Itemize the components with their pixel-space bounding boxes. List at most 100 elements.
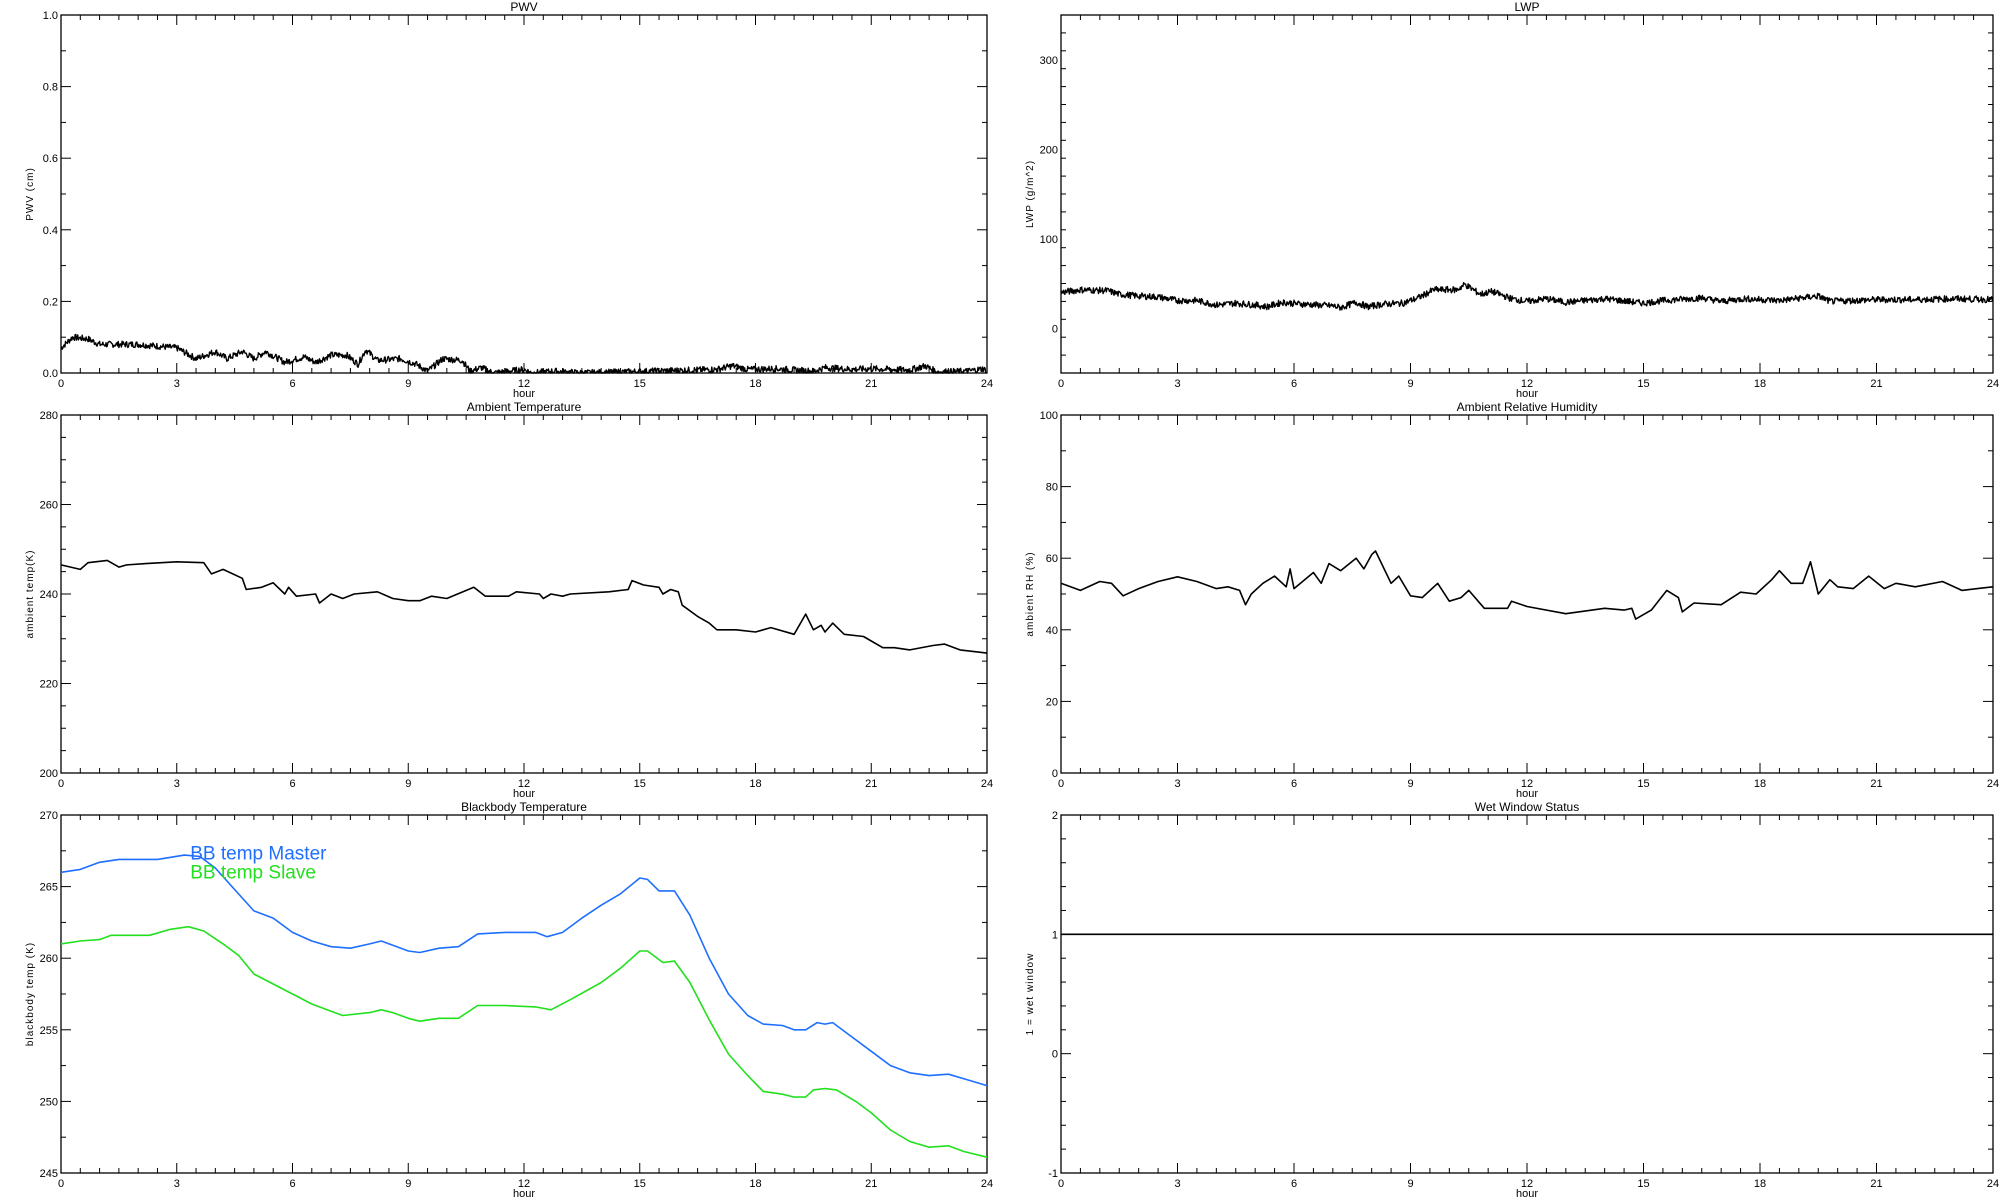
- y-tick-label: 260: [40, 953, 58, 965]
- x-tick-label: 3: [174, 778, 180, 790]
- legend-entry: BB temp Master: [190, 843, 327, 864]
- y-axis-label: 1 = wet window: [1025, 953, 1036, 1036]
- x-tick-label: 15: [1637, 1178, 1649, 1190]
- plot-frame: [1060, 414, 1994, 774]
- chart-pwv: PWV 0 3 6 9 12 15 18 21 24 hour 0.0 0.2 0.4 0.6 0.8 1.0 P…: [25, 0, 993, 400]
- y-tick-label: 0.0: [43, 368, 58, 380]
- y-tick-label: 0.8: [43, 82, 58, 94]
- chart-title: Wet Window Status: [1475, 800, 1579, 814]
- x-axis-label: hour: [513, 1188, 535, 1200]
- chart-lwp: LWP 0 3 6 9 12 15 18 21 24 hour 0 100 200 300 LWP (g/m^…: [1025, 0, 1999, 400]
- y-tick-label: 0: [1052, 1049, 1058, 1061]
- x-tick-label: 0: [1058, 378, 1064, 390]
- x-tick-label: 6: [289, 1178, 295, 1190]
- x-tick-label: 15: [1637, 778, 1649, 790]
- chart-ambient-rh: Ambient Relative Humidity 0 3 6 9 12 15 18 21 24 h…: [1025, 400, 1999, 800]
- series-line-bb-temp-slave: [60, 925, 988, 1158]
- y-tick-label: 0.2: [43, 296, 58, 308]
- y-tick-label: 1.0: [43, 10, 58, 22]
- x-tick-label: 18: [749, 778, 761, 790]
- x-tick-label: 21: [865, 378, 877, 390]
- chart-title: Ambient Relative Humidity: [1457, 400, 1598, 414]
- chart-blackbody-temp: Blackbody Temperature 0 3 6 9 12 15 18 21 24 hour 2…: [25, 800, 993, 1200]
- x-tick-label: 24: [1987, 378, 1999, 390]
- x-tick-label: 9: [1407, 378, 1413, 390]
- x-tick-label: 3: [1174, 1178, 1180, 1190]
- chart-title: LWP: [1514, 0, 1539, 14]
- x-tick-label: 3: [1174, 778, 1180, 790]
- x-tick-label: 0: [58, 1178, 64, 1190]
- x-tick-label: 0: [58, 378, 64, 390]
- y-tick-label: 255: [40, 1025, 58, 1037]
- x-tick-label: 0: [58, 778, 64, 790]
- x-axis-label: hour: [1516, 388, 1538, 400]
- y-tick-label: 260: [40, 500, 58, 512]
- x-tick-label: 6: [1291, 778, 1297, 790]
- y-tick-label: 265: [40, 882, 58, 894]
- x-tick-label: 24: [1987, 1178, 1999, 1190]
- y-tick-label: 100: [1040, 410, 1058, 422]
- y-tick-label: 240: [40, 589, 58, 601]
- y-tick-label: 270: [40, 810, 58, 822]
- x-tick-label: 9: [1407, 1178, 1413, 1190]
- chart-title: Ambient Temperature: [467, 400, 582, 414]
- y-tick-label: 100: [1040, 234, 1058, 246]
- y-tick-label: 200: [40, 768, 58, 780]
- plot-frame: [1060, 814, 1994, 1174]
- x-tick-label: 12: [1521, 778, 1533, 790]
- x-tick-label: 15: [634, 778, 646, 790]
- x-tick-label: 15: [634, 1178, 646, 1190]
- x-axis-label: hour: [1516, 1188, 1538, 1200]
- series-line: [60, 333, 987, 374]
- y-axis-label: LWP (g/m^2): [1025, 160, 1036, 228]
- x-tick-label: 21: [1870, 378, 1882, 390]
- y-tick-label: 2: [1052, 810, 1058, 822]
- x-tick-label: 3: [174, 378, 180, 390]
- plot-frame: [60, 414, 988, 774]
- y-tick-label: 60: [1046, 553, 1058, 565]
- x-tick-label: 9: [405, 1178, 411, 1190]
- y-tick-label: 250: [40, 1096, 58, 1108]
- x-tick-label: 24: [981, 1178, 993, 1190]
- legend-entry: BB temp Slave: [190, 863, 316, 884]
- x-tick-label: 24: [981, 378, 993, 390]
- x-tick-label: 12: [1521, 1178, 1533, 1190]
- x-tick-label: 18: [1754, 378, 1766, 390]
- y-axis-label: ambient RH (%): [1025, 551, 1036, 636]
- x-tick-label: 21: [1870, 778, 1882, 790]
- y-tick-label: 300: [1040, 55, 1058, 67]
- y-tick-label: 80: [1046, 482, 1058, 494]
- x-tick-label: 12: [1521, 378, 1533, 390]
- x-tick-label: 18: [749, 378, 761, 390]
- y-tick-label: 40: [1046, 625, 1058, 637]
- y-tick-label: 245: [40, 1168, 58, 1180]
- x-tick-label: 18: [1754, 1178, 1766, 1190]
- y-tick-label: 200: [1040, 144, 1058, 156]
- x-tick-label: 24: [981, 778, 993, 790]
- y-tick-label: -1: [1048, 1168, 1058, 1180]
- x-tick-label: 24: [1987, 778, 1999, 790]
- x-tick-label: 6: [289, 778, 295, 790]
- x-tick-label: 9: [405, 378, 411, 390]
- y-tick-label: 0.6: [43, 153, 58, 165]
- x-tick-label: 21: [865, 1178, 877, 1190]
- y-tick-label: 0.4: [43, 225, 58, 237]
- y-tick-label: 0: [1052, 768, 1058, 780]
- x-tick-label: 9: [1407, 778, 1413, 790]
- y-axis-label: PWV (cm): [25, 167, 36, 221]
- x-tick-label: 3: [174, 1178, 180, 1190]
- plot-frame: [1060, 14, 1994, 374]
- chart-title: PWV: [510, 0, 537, 14]
- x-tick-label: 0: [1058, 778, 1064, 790]
- x-tick-label: 12: [518, 378, 530, 390]
- y-axis-label: blackbody temp (K): [25, 942, 36, 1046]
- x-tick-label: 0: [1058, 1178, 1064, 1190]
- x-tick-label: 3: [1174, 378, 1180, 390]
- x-tick-label: 9: [405, 778, 411, 790]
- y-axis-label: ambient temp(K): [25, 550, 36, 639]
- x-tick-label: 21: [1870, 1178, 1882, 1190]
- x-tick-label: 6: [1291, 1178, 1297, 1190]
- y-tick-label: 280: [40, 410, 58, 422]
